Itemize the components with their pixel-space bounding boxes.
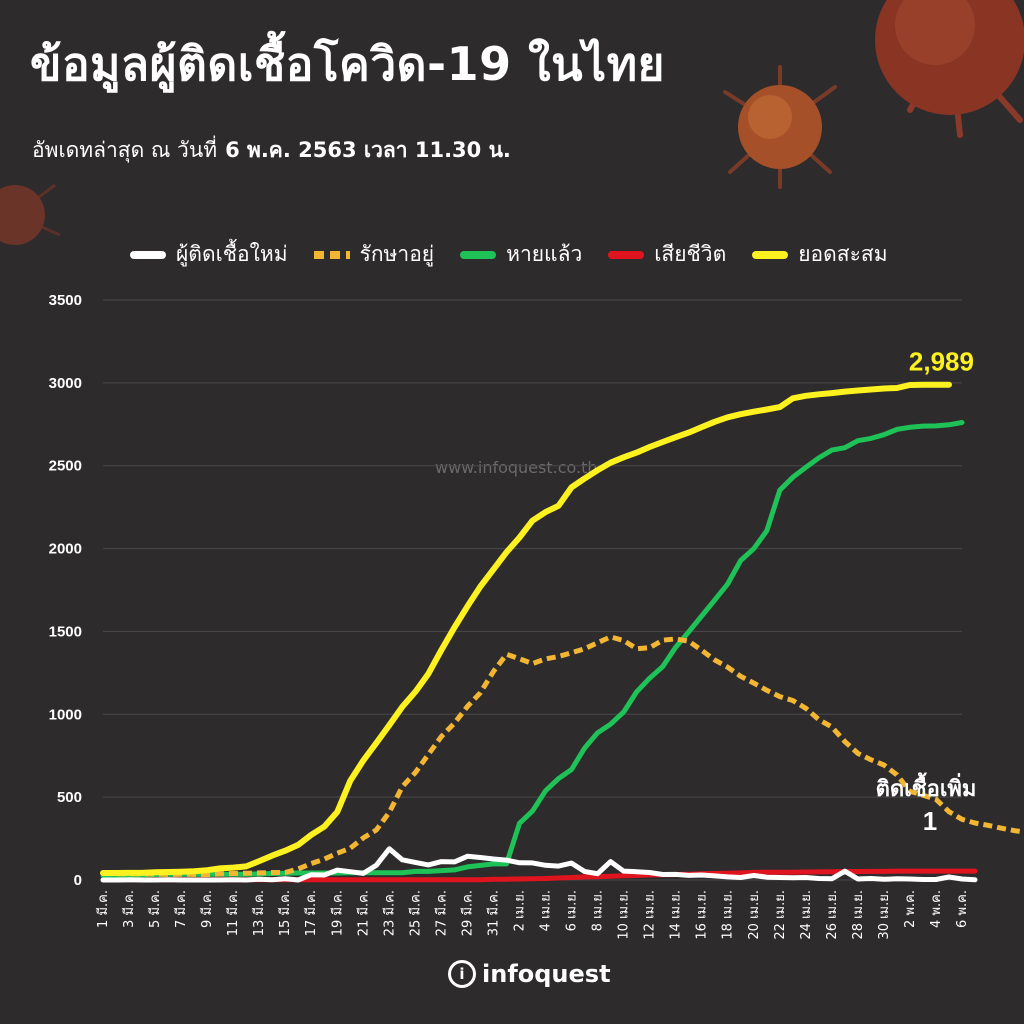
legend-swatch-new-cases [130,250,166,259]
x-tick-label: 16 เม.ย. [695,890,710,940]
watermark: www.infoquest.co.th [435,458,598,477]
y-tick-label: 1000 [49,706,82,723]
x-tick-label: 19 มี.ค. [329,890,345,936]
logo-text: infoquest [482,960,611,988]
x-tick-label: 25 มี.ค. [407,890,423,936]
total-cases-label: 2,989 [909,347,974,377]
y-tick-label: 3000 [49,375,82,392]
x-tick-label: 14 เม.ย. [669,890,684,940]
update-datetime: 6 พ.ค. 2563 เวลา 11.30 น. [225,138,511,162]
x-tick-label: 30 เม.ย. [877,890,892,940]
x-tick-label: 13 มี.ค. [251,890,267,936]
series-line-cumulative [100,381,952,876]
x-tick-label: 27 มี.ค. [433,890,449,936]
x-tick-label: 6 พ.ค. [955,890,970,928]
legend-item-cumulative: ยอดสะสม [752,238,888,271]
x-tick-label: 23 มี.ค. [381,890,397,936]
x-tick-label: 3 มี.ค. [121,890,137,928]
x-tick-label: 2 เม.ย. [512,890,527,931]
page-title: ข้อมูลผู้ติดเชื้อโควิด-19 ในไทย [30,37,665,91]
x-tick-label: 11 มี.ค. [225,890,241,936]
x-tick-label: 28 เม.ย. [851,890,866,940]
legend-label-recovered: หายแล้ว [506,242,583,266]
x-tick-label: 17 มี.ค. [303,890,319,936]
y-tick-label: 2500 [49,458,82,475]
update-prefix: อัพเดทล่าสุด ณ วันที่ [32,138,218,162]
legend-label-deaths: เสียชีวิต [654,242,727,266]
new-cases-annotation: ติดเชื้อเพิ่ม [876,772,977,802]
legend-label-cumulative: ยอดสะสม [798,242,888,266]
legend-label-new-cases: ผู้ติดเชื้อใหม่ [176,242,288,266]
series-line-new-cases [100,846,978,883]
y-tick-label: 2000 [49,541,82,558]
y-tick-label: 500 [57,789,82,806]
legend-item-recovered: หายแล้ว [460,238,582,271]
chart-legend: ผู้ติดเชื้อใหม่ รักษาอยู่ หายแล้ว เสียชี… [130,238,888,271]
x-tick-label: 8 เม.ย. [591,890,606,931]
legend-swatch-active [313,250,350,259]
series-line-active [102,634,1024,877]
x-tick-label: 4 เม.ย. [539,890,554,931]
x-tick-label: 12 เม.ย. [643,890,658,940]
legend-item-deaths: เสียชีวิต [608,238,726,271]
legend-item-active: รักษาอยู่ [313,238,435,271]
x-tick-label: 15 มี.ค. [277,890,293,936]
x-tick-label: 5 มี.ค. [147,890,163,928]
x-tick-label: 21 มี.ค. [355,890,371,936]
x-tick-label: 24 เม.ย. [799,890,814,940]
x-tick-label: 1 มี.ค. [95,890,111,928]
x-tick-label: 29 มี.ค. [459,890,475,936]
x-tick-label: 20 เม.ย. [747,890,762,940]
legend-swatch-cumulative [752,250,789,259]
x-tick-label: 26 เม.ย. [825,890,840,940]
y-tick-label: 0 [74,872,82,889]
x-tick-label: 7 มี.ค. [173,890,189,928]
x-tick-label: 2 พ.ค. [903,890,918,928]
x-tick-label: 9 มี.ค. [199,890,215,928]
x-tick-label: 10 เม.ย. [617,890,632,940]
legend-swatch-deaths [608,250,645,259]
legend-item-new-cases: ผู้ติดเชื้อใหม่ [130,238,288,271]
virus-illustration-icon [723,65,837,189]
x-tick-label: 4 พ.ค. [929,890,944,928]
virus-illustration-icon [0,183,61,245]
update-timestamp: อัพเดทล่าสุด ณ วันที่ 6 พ.ค. 2563 เวลา 11… [32,134,511,167]
new-cases-value: 1 [923,806,937,836]
series-line-recovered [100,420,965,878]
x-tick-label: 22 เม.ย. [773,890,788,940]
virus-illustration-icon [875,0,1024,138]
x-tick-label: 31 มี.ค. [485,890,501,936]
infoquest-logo: i infoquest [448,960,611,988]
y-tick-label: 3500 [49,292,82,309]
y-tick-label: 1500 [49,623,82,640]
legend-swatch-recovered [460,250,497,259]
x-tick-label: 18 เม.ย. [721,890,736,940]
logo-mark-icon: i [448,960,476,988]
x-tick-label: 6 เม.ย. [565,890,580,931]
legend-label-active: รักษาอยู่ [359,242,435,266]
